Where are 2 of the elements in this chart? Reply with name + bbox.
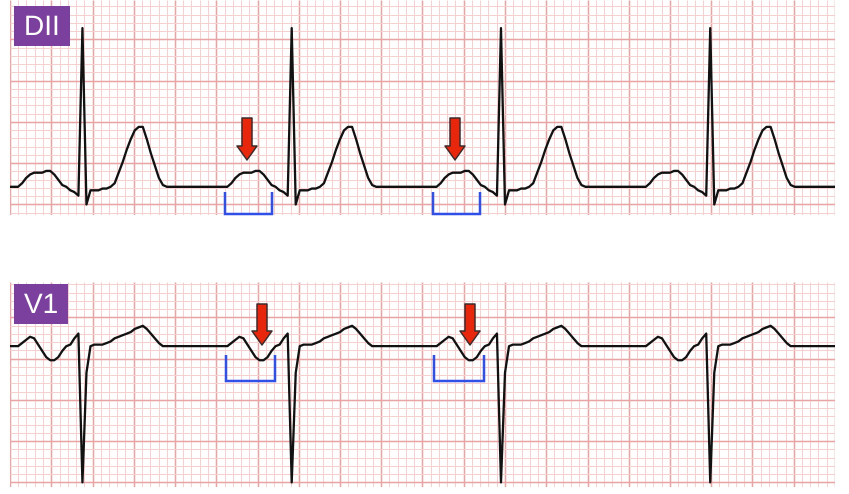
chart-title: DII [14, 6, 70, 46]
chart-title: V1 [14, 284, 68, 324]
